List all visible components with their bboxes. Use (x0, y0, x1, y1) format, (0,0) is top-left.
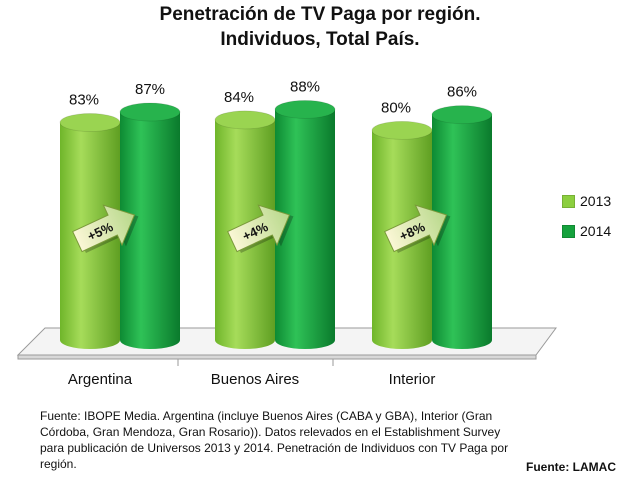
data-label-2014-buenos-aires: 88% (290, 78, 320, 95)
bar-top (59, 113, 121, 132)
source-note: Fuente: IBOPE Media. Argentina (incluye … (40, 409, 509, 471)
data-label-2014-argentina: 87% (135, 81, 165, 98)
bar-body (275, 109, 335, 349)
chart-title-line2: Individuos, Total País. (220, 29, 420, 50)
legend-item-2014: 2014 (562, 216, 611, 246)
x-tick-label-interior: Interior (389, 371, 436, 388)
bar-top (119, 102, 181, 122)
data-label-2013-argentina: 83% (69, 92, 99, 109)
chart-title-line1: Penetración de TV Paga por región. (159, 4, 481, 25)
bar-top (431, 105, 493, 125)
bar-top (214, 110, 276, 130)
data-label-2013-interior: 80% (381, 99, 411, 116)
legend-swatch-2013 (562, 194, 575, 208)
change-arrow-argentina: +5% (72, 204, 139, 253)
legend-label-2014: 2014 (580, 223, 612, 239)
change-arrow-interior: +8% (384, 204, 451, 253)
data-label-2013-buenos-aires: 84% (224, 89, 254, 106)
legend-item-2013: 2013 (562, 186, 611, 216)
chart-title: Penetración de TV Paga por región. Indiv… (0, 2, 640, 52)
legend-label-2013: 2013 (580, 193, 612, 209)
data-label-2014-interior: 86% (447, 84, 477, 101)
bar-2014-argentina (119, 102, 181, 349)
bar-body (432, 114, 492, 350)
bar-body (120, 112, 180, 349)
bar-2014-interior (431, 105, 493, 350)
bar-2014-buenos-aires (274, 100, 336, 349)
x-tick-label-buenos-aires: Buenos Aires (211, 371, 299, 388)
bar-top (371, 120, 433, 140)
chart-legend: 2013 2014 (562, 186, 611, 246)
bar-top (274, 100, 336, 119)
x-tick-label-argentina: Argentina (68, 371, 133, 388)
change-arrow-buenos-aires: +4% (227, 204, 294, 253)
source-short: Fuente: LAMAC (526, 460, 616, 474)
legend-swatch-2014 (562, 224, 575, 238)
